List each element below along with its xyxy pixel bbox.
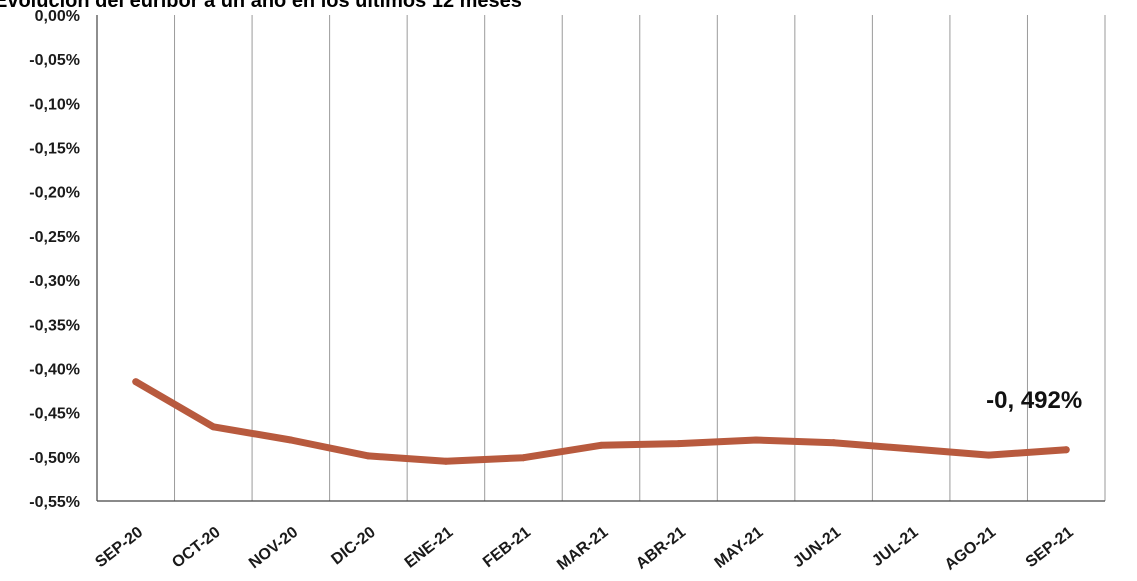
gridlines [174, 15, 1106, 501]
x-tick-label: JUL-21 [869, 524, 922, 570]
data-point [1062, 446, 1070, 454]
y-tick-labels: 0,00% -0,05% -0,10% -0,15% -0,20% -0,25% -0,30… [29, 8, 80, 511]
x-tick-label: AGO-21 [942, 524, 999, 574]
x-tick-label: FEB-21 [480, 524, 534, 571]
y-tick-label: -0,15% [29, 141, 80, 158]
data-point [752, 436, 760, 444]
x-tick-label: MAR-21 [554, 524, 611, 574]
x-tick-label: NOV-20 [246, 524, 301, 572]
data-point [364, 452, 372, 460]
x-tick-label: ABR-21 [633, 524, 689, 573]
y-tick-label: -0,45% [29, 406, 80, 423]
data-point [675, 440, 683, 448]
data-point [209, 423, 217, 431]
y-tick-label: 0,00% [35, 8, 80, 25]
data-point [830, 439, 838, 447]
y-tick-label: -0,20% [29, 185, 80, 202]
data-point [597, 441, 605, 449]
x-tick-label: JUN-21 [790, 524, 844, 571]
series-lines [132, 378, 1070, 465]
y-tick-label: -0,55% [29, 494, 80, 511]
x-tick-label: SEP-20 [92, 524, 146, 571]
y-tick-label: -0,25% [29, 229, 80, 246]
data-point [287, 436, 295, 444]
x-tick-labels: SEP-20 OCT-20 NOV-20 DIC-20 ENE-21 FEB-21 MAR-… [92, 524, 1076, 574]
y-tick-label: -0,50% [29, 450, 80, 467]
y-tick-label: -0,30% [29, 273, 80, 290]
data-point [907, 445, 915, 453]
data-point [985, 451, 993, 459]
x-tick-label: MAY-21 [712, 524, 767, 572]
y-tick-label: -0,40% [29, 361, 80, 378]
data-point [519, 454, 527, 462]
x-tick-label: OCT-20 [169, 524, 224, 572]
x-tick-label: ENE-21 [402, 524, 457, 572]
axes [96, 15, 1105, 502]
data-point [442, 457, 450, 465]
x-tick-label: DIC-20 [328, 524, 378, 569]
y-tick-label: -0,35% [29, 317, 80, 334]
y-tick-label: -0,10% [29, 96, 80, 113]
chart-title: Evolución del euríbor a un año en los úl… [0, 0, 522, 12]
series-line [132, 378, 1070, 465]
x-tick-label: SEP-21 [1023, 524, 1077, 571]
y-tick-label: -0,05% [29, 52, 80, 69]
data-point [132, 378, 140, 386]
last-value-annotation: -0, 492% [986, 387, 1082, 414]
annotations: -0, 492% [986, 387, 1082, 414]
